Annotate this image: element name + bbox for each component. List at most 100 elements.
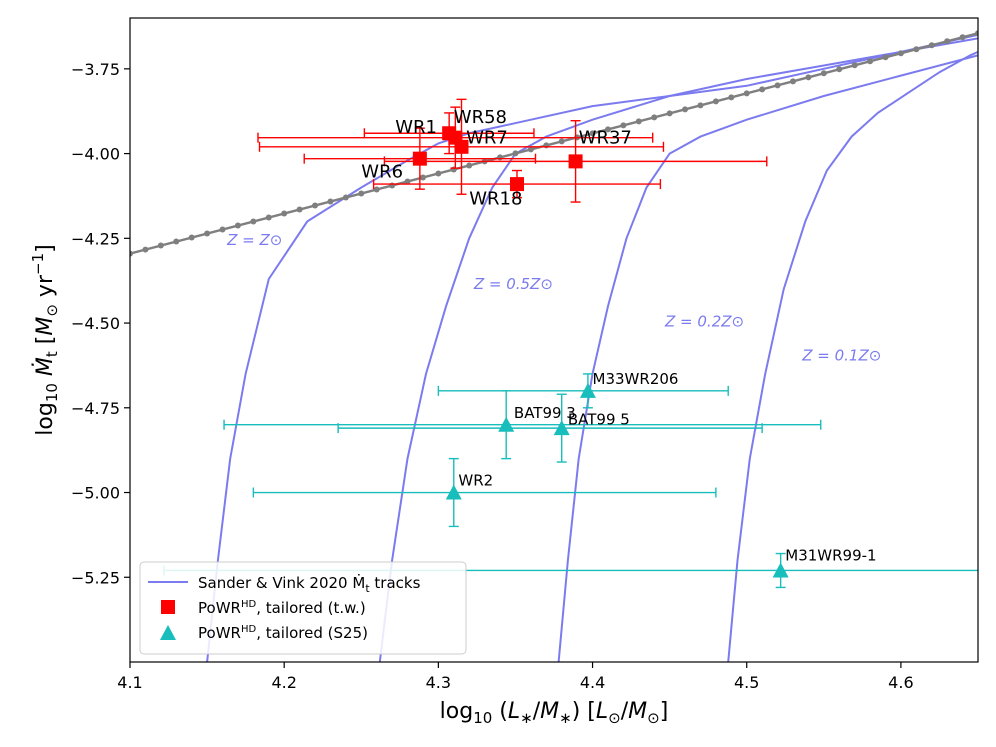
- gray-relation-marker-0: [130, 250, 133, 257]
- point-1-3-label: WR2: [458, 472, 493, 490]
- gray-relation-marker-47: [851, 62, 858, 69]
- y-tick-label-1: −4.00: [71, 145, 120, 164]
- track-line-3: [727, 50, 978, 662]
- gray-relation-marker-20: [435, 170, 442, 177]
- y-axis-ticks: −3.75 −4.00 −4.25 −4.50 −4.75 −5.00 −5.25: [71, 60, 130, 587]
- gray-relation-marker-38: [712, 98, 719, 105]
- track-label-1: Z = 0.5Z⊙: [473, 275, 553, 293]
- gray-relation-marker-7: [234, 222, 241, 229]
- y-tick-label-0: −3.75: [71, 60, 120, 79]
- plot-frame: [129, 17, 979, 663]
- x-tick-label-0: 4.1: [117, 673, 142, 692]
- gray-relation-marker-22: [466, 162, 473, 169]
- gray-relation-marker-32: [620, 122, 627, 129]
- gray-relation-marker-44: [805, 74, 812, 81]
- gray-relation-marker-15: [358, 190, 365, 197]
- x-tick-label-5: 4.6: [888, 673, 913, 692]
- gray-relation-marker-19: [419, 174, 426, 181]
- x-tick-label-1: 4.2: [271, 673, 296, 692]
- x-axis-label: log10 (L∗/M∗) [L⊙/M⊙]: [440, 699, 669, 727]
- point-0-5-label: WR18: [469, 188, 522, 209]
- gray-relation-marker-16: [373, 186, 380, 193]
- point-0-4-marker: [412, 151, 427, 166]
- legend-cyan-swatch: [160, 625, 176, 640]
- point-0-5-marker: [509, 177, 524, 192]
- track-labels-layer: Z = Z⊙ Z = 0.5Z⊙ Z = 0.2Z⊙ Z = 0.1Z⊙: [226, 231, 881, 364]
- gray-relation-marker-13: [327, 198, 334, 205]
- gray-relation-marker-53: [944, 38, 951, 45]
- point-1-3-marker: [445, 484, 462, 500]
- y-tick-label-4: −4.75: [71, 399, 120, 418]
- gray-relation-marker-2: [157, 242, 164, 249]
- x-axis-ticks: 4.1 4.2 4.3 4.4 4.5 4.6: [117, 662, 914, 692]
- gray-relation-marker-46: [836, 66, 843, 73]
- legend-box: [139, 561, 467, 655]
- x-tick-label-2: 4.3: [426, 673, 451, 692]
- point-1-2-label: BAT99 5: [568, 411, 630, 429]
- points-layer: [412, 126, 789, 578]
- gray-relation-marker-12: [312, 202, 319, 209]
- gray-relation-marker-11: [296, 206, 303, 213]
- gray-relation-marker-25: [512, 150, 519, 157]
- legend: Sander & Vink 2020 Ṁt tracks PoWRHD, tai…: [139, 561, 467, 655]
- gray-relation-marker-30: [589, 130, 596, 137]
- track-line-2: [557, 54, 978, 662]
- x-tick-label-4: 4.5: [734, 673, 759, 692]
- gray-relation-marker-4: [188, 234, 195, 241]
- plot-background: [130, 18, 978, 662]
- gray-relation-marker-3: [173, 238, 180, 245]
- gray-relation-marker-26: [527, 146, 534, 153]
- point-1-2-marker: [553, 420, 570, 436]
- point-1-0-marker: [579, 382, 596, 398]
- gray-relation-marker-49: [882, 54, 889, 61]
- gray-relation-marker-5: [204, 230, 211, 237]
- gray-relation-marker-31: [604, 126, 611, 133]
- point-0-2-marker: [454, 139, 469, 154]
- x-tick-label-3: 4.4: [580, 673, 605, 692]
- legend-track-label: Sander & Vink 2020 Ṁt tracks: [198, 573, 421, 595]
- gray-relation-marker-52: [928, 42, 935, 49]
- gray-relation-marker-39: [728, 94, 735, 101]
- gray-relation-marker-34: [651, 114, 658, 121]
- point-0-3-label: WR37: [579, 127, 632, 148]
- gray-relation-marker-27: [543, 142, 550, 149]
- gray-relation-marker-8: [250, 218, 257, 225]
- gray-relation-marker-40: [743, 90, 750, 97]
- point-0-4-label: WR6: [361, 161, 403, 182]
- point-0-3-marker: [568, 154, 583, 169]
- y-axis-label: log10 Ṁt [M⊙ yr−1]: [29, 244, 61, 435]
- legend-red-swatch: [161, 600, 175, 614]
- point-1-4-label: M31WR99-1: [785, 546, 876, 564]
- gray-relation-marker-50: [897, 50, 904, 57]
- track-label-0: Z = Z⊙: [226, 231, 282, 249]
- track-label-2: Z = 0.2Z⊙: [664, 312, 744, 330]
- gray-relation-layer: [130, 30, 978, 257]
- legend-red-label: PoWRHD, tailored (t.w.): [198, 599, 366, 617]
- gray-relation-marker-42: [774, 82, 781, 89]
- gray-relation-marker-6: [219, 226, 226, 233]
- gray-relation-marker-51: [913, 46, 920, 53]
- gray-relation-marker-55: [975, 30, 978, 37]
- gray-relation-marker-18: [404, 178, 411, 185]
- point-0-2-label: WR7: [466, 127, 508, 148]
- y-tick-label-3: −4.50: [71, 314, 120, 333]
- gray-relation-marker-9: [265, 214, 272, 221]
- y-tick-label-6: −5.25: [71, 568, 120, 587]
- gray-relation-marker-14: [342, 194, 349, 201]
- gray-relation-marker-33: [635, 118, 642, 125]
- point-1-4-marker: [772, 562, 789, 578]
- gray-relation-marker-41: [759, 86, 766, 93]
- point-0-0-label: WR1: [395, 117, 437, 138]
- legend-cyan-label: PoWRHD, tailored (S25): [198, 624, 368, 642]
- gray-relation-marker-24: [497, 154, 504, 161]
- gray-relation-marker-35: [666, 110, 673, 117]
- gray-relation-marker-48: [867, 58, 874, 65]
- y-tick-label-2: −4.25: [71, 229, 120, 248]
- y-tick-label-5: −5.00: [71, 484, 120, 503]
- point-0-1-label: WR58: [454, 107, 507, 128]
- point-1-0-label: M33WR206: [593, 370, 679, 388]
- gray-relation-marker-45: [820, 70, 827, 77]
- gray-relation-marker-54: [959, 34, 966, 41]
